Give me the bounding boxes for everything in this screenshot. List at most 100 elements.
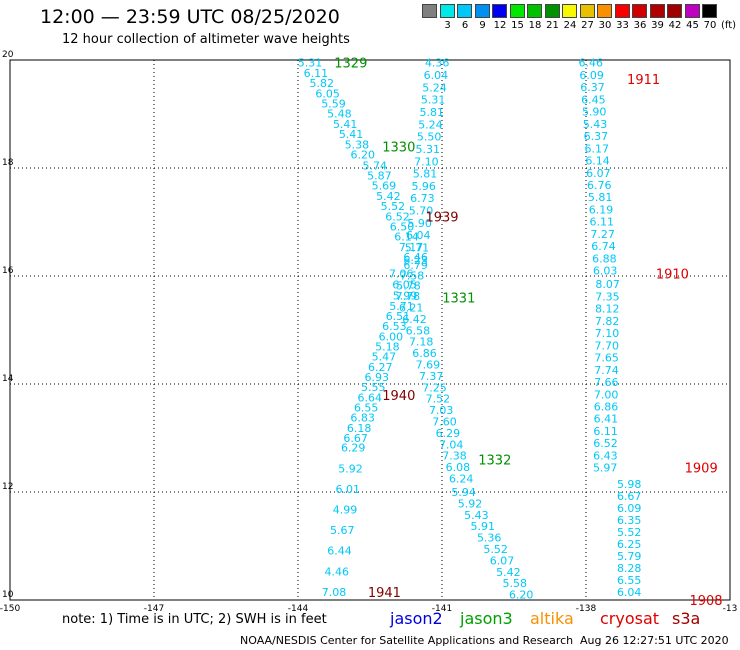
wave-height-value: 5.31 bbox=[421, 94, 446, 107]
satellite-label-s3a: s3a bbox=[672, 609, 701, 628]
wave-height-value: 6.18 bbox=[347, 422, 372, 435]
wave-height-value: 6.37 bbox=[584, 130, 609, 143]
scale-swatch bbox=[509, 4, 525, 18]
wave-height-value: 6.04 bbox=[424, 69, 449, 82]
wave-height-value: 6.17 bbox=[584, 142, 609, 155]
wave-height-value: 7.65 bbox=[594, 352, 619, 365]
wave-height-value: 5.47 bbox=[372, 351, 397, 364]
wave-height-value: 6.25 bbox=[617, 538, 642, 551]
wave-height-value: 7.66 bbox=[594, 376, 619, 389]
wave-height-value: 5.78 bbox=[396, 280, 421, 293]
wave-height-value: 5.41 bbox=[333, 118, 358, 131]
orbit-pass-label: 1331 bbox=[442, 292, 475, 307]
scale-swatch bbox=[597, 4, 612, 18]
scale-label: 30 bbox=[598, 20, 612, 31]
wave-height-value: 6.45 bbox=[581, 93, 606, 106]
y-tick-label: 14 bbox=[2, 374, 14, 384]
wave-height-value: 6.07 bbox=[490, 554, 515, 567]
scale-swatch bbox=[422, 4, 437, 18]
scale-swatch bbox=[562, 4, 577, 18]
wave-height-value: 4.36 bbox=[425, 57, 450, 70]
wave-height-value: 6.23 bbox=[403, 254, 428, 267]
wave-height-value: 6.73 bbox=[410, 192, 435, 205]
wave-height-value: 7.04 bbox=[439, 438, 464, 451]
orbit-pass-label: 1911 bbox=[627, 73, 660, 88]
wave-height-value: 6.09 bbox=[617, 502, 642, 515]
wave-height-value: 6.07 bbox=[586, 167, 611, 180]
wave-height-value: 7.38 bbox=[442, 450, 467, 463]
footer-timestamp: Aug 26 12:27:51 UTC 2020 bbox=[580, 634, 729, 647]
wave-height-value: 6.44 bbox=[327, 545, 352, 558]
wave-height-value: 6.35 bbox=[617, 514, 642, 527]
wave-height-value: 6.86 bbox=[594, 401, 619, 414]
wave-height-value: 6.58 bbox=[406, 324, 431, 337]
wave-height-value: 7.06 bbox=[389, 267, 414, 280]
wave-height-value: 6.53 bbox=[382, 320, 407, 333]
wave-height-value: 6.05 bbox=[315, 87, 340, 100]
wave-height-value: 7.17 bbox=[399, 241, 424, 254]
wave-height-value: 5.82 bbox=[309, 77, 334, 90]
y-tick-label: 10 bbox=[2, 590, 14, 600]
wave-height-value: 5.90 bbox=[582, 106, 607, 119]
x-tick-label: -147 bbox=[144, 604, 164, 614]
scale-swatch bbox=[457, 4, 472, 18]
wave-height-value: 5.69 bbox=[372, 180, 397, 193]
wave-height-value: 6.24 bbox=[449, 473, 474, 486]
wave-height-value: 5.43 bbox=[583, 118, 608, 131]
wave-height-value: 6.50 bbox=[390, 221, 415, 234]
satellite-label-jason3: jason3 bbox=[460, 609, 513, 628]
wave-height-value: 7.58 bbox=[400, 269, 425, 282]
wave-height-value: 5.48 bbox=[327, 108, 352, 121]
scale-label: 18 bbox=[528, 20, 542, 31]
scale-swatch bbox=[474, 4, 490, 18]
wave-height-value: 5.97 bbox=[593, 462, 618, 475]
wave-height-value: 6.19 bbox=[589, 203, 614, 216]
wave-height-value: 6.42 bbox=[402, 313, 427, 326]
scale-label: 12 bbox=[493, 20, 507, 31]
wave-height-value: 5.98 bbox=[617, 478, 642, 491]
scale-label: 9 bbox=[479, 20, 486, 31]
wave-height-value: 6.01 bbox=[335, 483, 360, 496]
y-tick-label: 20 bbox=[2, 50, 14, 60]
wave-height-value: 6.20 bbox=[509, 589, 534, 602]
wave-height-value: 6.86 bbox=[412, 347, 437, 360]
wave-height-value: 6.55 bbox=[617, 574, 642, 587]
wave-height-value: 6.64 bbox=[357, 391, 382, 404]
wave-height-value: 6.46 bbox=[403, 251, 428, 264]
wave-height-value: 7.25 bbox=[422, 381, 447, 394]
wave-height-value: 7.74 bbox=[594, 364, 619, 377]
wave-height-value: 5.41 bbox=[339, 128, 364, 141]
wave-height-value: 6.74 bbox=[591, 240, 616, 253]
wave-height-value: 6.93 bbox=[365, 371, 390, 384]
wave-height-value: 5.36 bbox=[477, 532, 502, 545]
y-tick-label: 18 bbox=[2, 158, 14, 168]
wave-height-value: 7.78 bbox=[396, 290, 421, 303]
wave-height-value: 6.05 bbox=[392, 279, 417, 292]
scale-label: 27 bbox=[581, 20, 594, 31]
wave-height-value: 5.81 bbox=[588, 191, 613, 204]
scale-swatch bbox=[667, 4, 682, 18]
page-title: 12:00 — 23:59 UTC 08/25/2020 bbox=[40, 6, 340, 28]
scale-swatch bbox=[492, 4, 507, 18]
wave-height-value: 5.96 bbox=[411, 180, 436, 193]
wave-height-value: 6.11 bbox=[593, 425, 618, 438]
wave-height-value: 7.35 bbox=[595, 290, 620, 303]
scale-label: 36 bbox=[633, 20, 647, 31]
wave-height-value: 7.52 bbox=[426, 393, 451, 406]
wave-height-value: 6.51 bbox=[386, 310, 411, 323]
wave-height-value: 5.92 bbox=[458, 497, 483, 510]
orbit-pass-label: 1329 bbox=[334, 57, 367, 72]
wave-height-value: 5.24 bbox=[418, 118, 443, 131]
footer-note: note: 1) Time is in UTC; 2) SWH is in fe… bbox=[62, 612, 327, 627]
scale-label: 6 bbox=[461, 20, 469, 31]
orbit-pass-label: 1908 bbox=[689, 594, 722, 609]
satellite-label-cryosat: cryosat bbox=[600, 609, 660, 628]
wave-height-value: 5.42 bbox=[496, 566, 521, 579]
wave-height-value: 5.59 bbox=[321, 98, 346, 111]
wave-height-value: 6.52 bbox=[593, 437, 618, 450]
scale-label: 21 bbox=[546, 20, 559, 31]
scale-swatch bbox=[649, 4, 665, 18]
scale-label: 45 bbox=[686, 20, 699, 31]
orbit-pass-label: 1939 bbox=[425, 211, 458, 226]
